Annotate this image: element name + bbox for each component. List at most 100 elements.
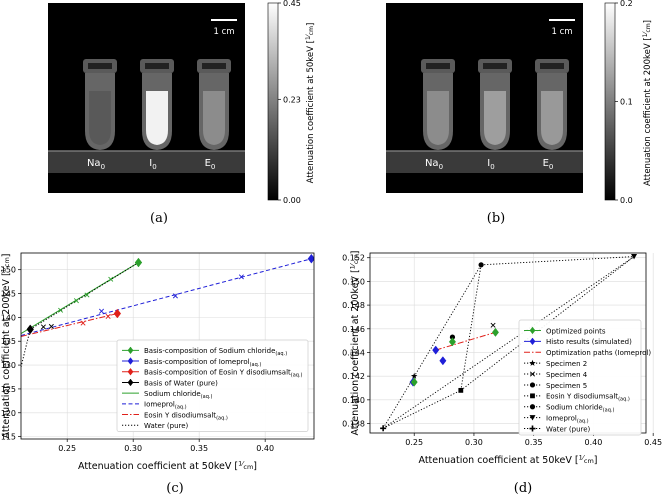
tube-content <box>427 91 449 145</box>
tube-cap-inner <box>145 63 169 69</box>
chart-d: 0.25 0.30 0.35 0.40 0.45 0.138 0.140 0.142 0.144… <box>342 250 662 466</box>
tube-label-sub: 0 <box>490 163 494 171</box>
colorbar-tick-label: 0.45 <box>283 0 301 8</box>
tube-content <box>203 91 225 145</box>
y-tick-label: 0.125 <box>0 385 16 394</box>
specimen-point <box>449 334 456 340</box>
legend-entry: Iomeprol(aq.) <box>546 414 589 424</box>
legend-entry-label: Optimization paths (Iomeprol) <box>546 349 651 357</box>
tube-cap-inner <box>88 63 112 69</box>
legend-entry: Eosin Y disodiumsalt(aq.) <box>144 411 228 421</box>
colorbar-label: Attenuation coefficient at 200keV [1⁄cm] <box>642 20 653 186</box>
tube-label: Na0 <box>425 158 443 171</box>
legend-entry: Iomeprol(aq.) <box>144 401 187 411</box>
legend-entry-label: Basis-composition of Sodium chloride <box>144 347 275 355</box>
legend-entry: Eosin Y disodiumsalt(aq.) <box>546 393 630 403</box>
data-point-x <box>80 320 86 326</box>
y-axis-label-den: cm <box>352 254 360 264</box>
colorbar-label-slash: ⁄ <box>305 33 312 38</box>
basis-edge <box>460 256 635 391</box>
y-tick-label: 0.120 <box>0 409 16 418</box>
optimized-point <box>491 327 499 337</box>
basis-edge <box>460 264 482 391</box>
y-tick-label: 0.148 <box>342 301 365 310</box>
legend-marker <box>529 359 536 366</box>
legend-marker <box>529 326 536 335</box>
legend-entry-label: Sodium chloride <box>144 390 201 398</box>
series-line <box>21 258 312 336</box>
y-tick-label: 0.150 <box>0 266 16 275</box>
y-axis-label-main: Attenuation coefficient at 200keV [ <box>350 269 361 435</box>
x-axis-label-slash: ⁄ <box>240 460 245 468</box>
chart-c: 0.25 0.30 0.35 0.40 0.115 0.120 0.125 0.130 0.13… <box>0 252 315 472</box>
y-axis-label-num: 1 <box>349 265 357 269</box>
plot-frame <box>369 252 647 434</box>
x-tick-label: 0.35 <box>190 444 208 453</box>
specimen-point <box>490 322 496 328</box>
data-point-x <box>105 313 111 319</box>
legend-marker <box>529 337 536 346</box>
tube-label: E0 <box>543 158 554 171</box>
legend-entry: Specimen 4 <box>546 371 588 379</box>
data-point-x <box>48 323 54 329</box>
legend-marker <box>127 346 134 355</box>
x-tick-label: 0.25 <box>58 444 76 453</box>
tube-label: E0 <box>205 158 216 171</box>
tube-label: I0 <box>149 158 156 171</box>
plot-frame <box>20 252 315 440</box>
y-axis-label-num: 1 <box>0 268 8 272</box>
ct-image-panel-a: 1 cm Na0 I0 E0 0.45 0.23 0.00 Attenuation coeff… <box>48 0 316 205</box>
data-point-x <box>172 293 178 299</box>
legend-entry: Sodium chloride(aq.) <box>144 390 212 400</box>
legend-entry-label: Specimen 5 <box>546 382 587 390</box>
legend-entry-sub: (aq.) <box>216 415 228 421</box>
x-tick-label: 0.30 <box>465 438 483 447</box>
legend-marker <box>529 371 536 377</box>
colorbar-label: Attenuation coefficient at 50keV [1⁄cm] <box>305 23 316 184</box>
colorbar-tick-label: 0.23 <box>283 95 301 104</box>
legend-entry: Water (pure) <box>546 425 591 433</box>
y-axis-label-den: cm <box>3 257 11 267</box>
x-axis-label-den: cm <box>243 463 253 471</box>
y-axis-label-slash: ⁄ <box>349 262 357 267</box>
legend-marker <box>529 415 536 421</box>
data-point-x <box>98 308 105 314</box>
caption-d: (d) <box>514 481 532 496</box>
legend-entry-label: Iomeprol <box>546 414 577 422</box>
x-tick-label: 0.40 <box>256 444 274 453</box>
y-tick-label: 0.115 <box>0 433 16 442</box>
tube-label: I0 <box>487 158 494 171</box>
colorbar-label-den: cm <box>645 23 652 32</box>
plot-marks <box>21 253 314 368</box>
legend-entry-label: Specimen 2 <box>546 360 587 368</box>
data-point-diamond <box>134 257 143 268</box>
series-line <box>21 313 118 337</box>
scale-bar-label: 1 cm <box>213 27 234 37</box>
tube-content <box>89 91 111 145</box>
legend-marker <box>127 357 134 365</box>
tube-cap-inner <box>540 63 564 69</box>
legend-entry-sub: (aq.) <box>250 362 262 368</box>
legend-entry: Optimized points <box>546 327 606 335</box>
legend-entry-label: Basis-composition of Eosin Y disodiumsal… <box>144 369 291 377</box>
tube-content <box>146 91 168 145</box>
legend-entry-label: Optimized points <box>546 327 606 335</box>
series-line <box>21 262 139 335</box>
sodium-vertex <box>478 262 484 268</box>
y-axis-label-slash: ⁄ <box>0 265 8 270</box>
basis-edge <box>382 389 462 429</box>
tube-label-sub: 0 <box>152 163 156 171</box>
x-tick-label: 0.45 <box>644 438 662 447</box>
y-tick-label: 0.140 <box>0 313 16 322</box>
y-tick-label: 0.140 <box>342 396 365 405</box>
data-point-x <box>73 298 79 304</box>
legend-entry: Basis of Water (pure) <box>144 379 218 387</box>
colorbar-tick-label: 0.00 <box>283 196 301 205</box>
data-point-x <box>238 274 244 280</box>
tube-content <box>541 91 563 145</box>
x-axis-label-main: Attenuation coefficient at 50keV [ <box>78 461 238 472</box>
tube-label: Na0 <box>87 158 105 171</box>
legend-entry: Optimization paths (Iomeprol) <box>546 349 651 357</box>
legend-entry-label: Sodium chloride <box>546 404 603 412</box>
caption-a: (a) <box>150 211 168 226</box>
